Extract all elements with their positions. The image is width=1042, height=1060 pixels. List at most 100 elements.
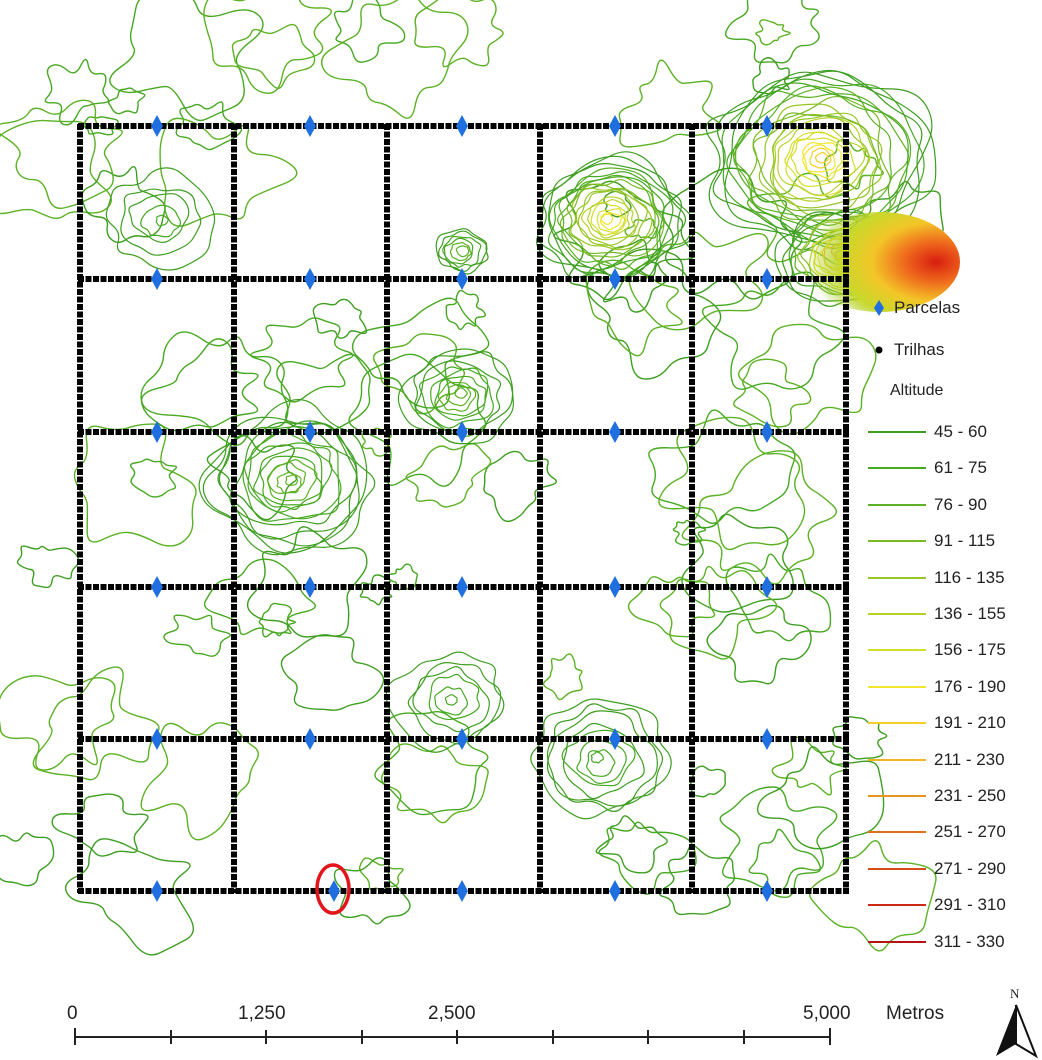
high-altitude-areas <box>800 212 960 312</box>
contour-line <box>598 821 697 895</box>
plot-marker <box>304 728 316 750</box>
contour-line <box>247 430 342 520</box>
contour-line <box>109 0 264 122</box>
contour-line <box>285 474 299 487</box>
contour-line <box>140 722 259 841</box>
contour-line <box>725 553 832 642</box>
legend-class-9: 211 - 230 <box>868 748 1005 772</box>
contour-line <box>658 416 806 551</box>
contour-line <box>155 214 169 227</box>
contour-line <box>777 125 866 196</box>
contour-line <box>443 237 474 265</box>
legend-class-label: 211 - 230 <box>934 749 1005 769</box>
scale-label-1250: 1,250 <box>238 1003 286 1024</box>
contour-line <box>548 176 665 271</box>
legend-line-swatch <box>868 540 926 543</box>
contour-line <box>758 103 883 217</box>
legend-line-swatch <box>868 795 926 797</box>
contour-line <box>276 353 371 435</box>
contour-line <box>203 558 316 636</box>
contour-lines <box>0 0 944 956</box>
plot-marker <box>761 728 773 750</box>
plot-marker <box>609 115 621 137</box>
contour-line <box>434 686 469 716</box>
contour-line <box>231 23 316 90</box>
contour-line <box>738 323 877 435</box>
legend-line-swatch <box>868 904 926 907</box>
legend-class-6: 156 - 175 <box>868 638 1006 662</box>
plot-marker <box>456 576 468 598</box>
contour-line <box>785 131 856 197</box>
contour-line <box>596 208 627 233</box>
contour-line <box>105 167 216 271</box>
plot-marker <box>151 728 163 750</box>
contour-line <box>681 450 837 585</box>
legend-line-swatch <box>868 758 926 761</box>
contour-line <box>586 248 722 380</box>
contour-line <box>719 786 838 892</box>
highlighted-plot-circle <box>315 863 351 915</box>
contour-line <box>648 409 796 525</box>
contour-line <box>280 634 385 711</box>
contour-line <box>51 793 149 857</box>
contour-line <box>412 666 490 733</box>
plot-marker <box>761 880 773 902</box>
legend-class-label: 91 - 115 <box>934 531 996 551</box>
legend-class-2: 76 - 90 <box>868 493 987 517</box>
legend-line-swatch <box>868 613 926 615</box>
legend-class-label: 116 - 135 <box>934 567 1005 587</box>
contour-line <box>372 333 466 415</box>
contour-line <box>140 338 259 432</box>
legend-class-5: 136 - 155 <box>868 602 1006 626</box>
contour-line <box>802 144 836 173</box>
contour-line <box>581 196 637 241</box>
contour-line <box>243 442 333 513</box>
plot-marker <box>151 421 163 443</box>
contour-line <box>44 58 110 126</box>
contour-line <box>784 137 849 187</box>
contour-line <box>351 297 490 409</box>
contour-line <box>258 602 297 638</box>
plot-marker <box>609 880 621 902</box>
contour-line <box>570 187 653 251</box>
contour-line <box>140 204 182 238</box>
contour-line <box>755 19 791 46</box>
legend-trilhas: Trilhas <box>868 338 944 362</box>
legend-line-swatch <box>868 722 926 725</box>
plot-marker <box>304 268 316 290</box>
contour-line <box>107 87 146 115</box>
legend-line-swatch <box>868 867 926 870</box>
contour-line <box>442 235 482 268</box>
contour-line <box>0 675 116 771</box>
contour-line <box>32 666 160 781</box>
contour-line <box>0 99 123 210</box>
legend-class-1: 61 - 75 <box>868 456 987 480</box>
contour-line <box>206 435 298 521</box>
legend-class-label: 76 - 90 <box>934 494 987 514</box>
legend-parcelas-label: Parcelas <box>894 298 961 317</box>
plot-marker <box>456 880 468 902</box>
contour-line <box>445 384 472 407</box>
plot-marker <box>761 421 773 443</box>
north-label: N <box>1010 986 1020 1001</box>
contour-line <box>706 604 812 685</box>
contour-line <box>590 751 604 764</box>
contour-line <box>455 245 470 258</box>
contour-line <box>772 117 871 202</box>
north-arrow: N <box>996 986 1039 1059</box>
scale-unit: Metros <box>886 1003 945 1024</box>
legend-altitude-title: Altitude <box>890 382 944 399</box>
legend-line-swatch <box>868 685 926 688</box>
legend-class-4: 116 - 135 <box>868 566 1005 590</box>
contour-line <box>546 703 664 813</box>
contour-line <box>267 459 318 502</box>
scale-label-0: 0 <box>67 1003 78 1024</box>
contour-line <box>415 360 502 432</box>
contour-line <box>733 358 812 428</box>
plot-marker <box>761 268 773 290</box>
legend-class-label: 191 - 210 <box>934 713 1006 733</box>
contour-line <box>809 147 832 169</box>
contour-line <box>808 840 937 952</box>
contour-line <box>435 228 489 275</box>
contour-line <box>599 211 622 231</box>
